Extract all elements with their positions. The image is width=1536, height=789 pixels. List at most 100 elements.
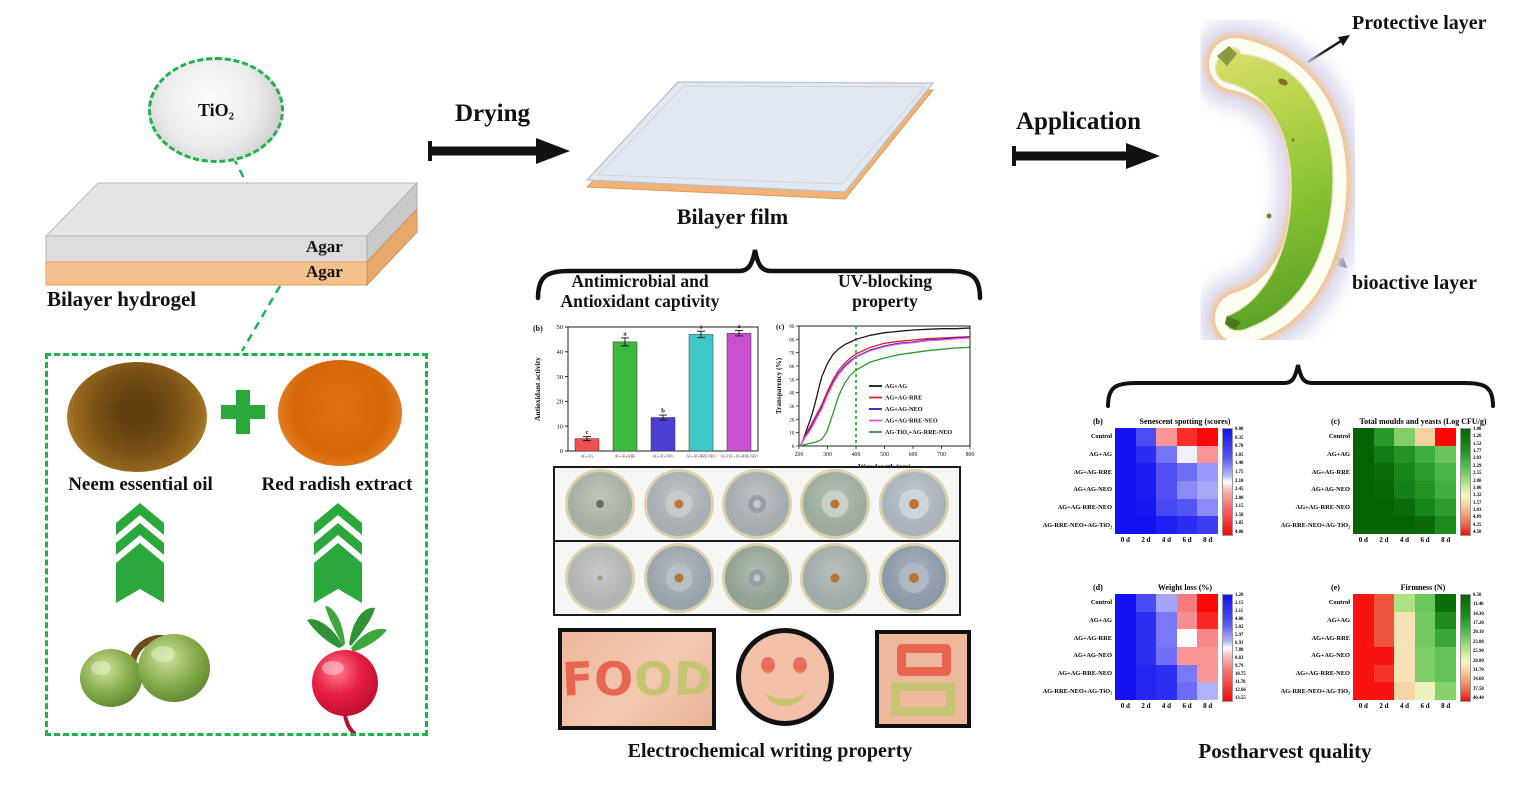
heatmap-cell <box>1373 611 1395 630</box>
ingredients-box <box>45 353 428 736</box>
colorbar-tick: 2.55 <box>1472 471 1482 477</box>
heatmap-row-label: AG+AG-RRE <box>1311 634 1350 642</box>
svg-text:0: 0 <box>792 444 795 450</box>
heatmap-col-label: 2 d <box>1141 536 1151 544</box>
colorbar-tick: 1.40 <box>1234 461 1244 467</box>
heatmap-row-label: AG+AG <box>1089 617 1112 625</box>
heatmap-cell <box>1115 463 1136 482</box>
heatmap-cell <box>1414 481 1436 499</box>
colorbar-tick: 2.29 <box>1472 463 1482 469</box>
heatmap-row-label: AG+AG-NEO <box>1311 652 1350 660</box>
dish-center-dot <box>674 573 684 583</box>
agar-bottom-label: Agar <box>306 262 343 281</box>
plus-icon <box>221 390 265 434</box>
radish-powder-photo <box>278 360 402 466</box>
heatmap-col-label: 4 d <box>1399 536 1410 544</box>
heatmap-cell <box>1353 629 1374 648</box>
colorbar-tick: 3.50 <box>1234 512 1244 518</box>
heatmap-col-label: 8 d <box>1203 536 1213 544</box>
colorbar-tick: 2.45 <box>1234 487 1244 493</box>
heatmap-cell <box>1176 647 1198 665</box>
heatmap-cell <box>1115 498 1136 517</box>
radish-image <box>307 606 387 733</box>
svg-text:700: 700 <box>937 452 946 458</box>
heatmap-cell <box>1353 498 1374 517</box>
colorbar-tick: 11.40 <box>1472 602 1484 608</box>
heatmap-cell <box>1435 611 1456 630</box>
radish-extract-label: Red radish extract <box>261 474 413 495</box>
bar-AG-TiO₂+AG-RRE-NEO <box>726 332 752 452</box>
heatmap-tag: (e) <box>1331 582 1340 592</box>
colorbar-tick: 1.00 <box>1472 427 1482 432</box>
heatmap-weightloss: (d) Weight loss (%) Control AG+AG AG+AG-RRE A… <box>1042 580 1261 722</box>
smiley-left-eye <box>761 657 775 673</box>
heatmap-tag: (b) <box>1093 416 1103 426</box>
svg-text:40: 40 <box>557 349 564 356</box>
heatmap-moulds: (c) Total moulds and yeasts (Log CFU/g) Co… <box>1281 414 1499 556</box>
dish-center-dot <box>830 573 840 583</box>
heatmap-title: Total moulds and yeasts (Log CFU/g) <box>1359 416 1487 426</box>
heatmap-row-label: Control <box>1090 599 1112 607</box>
heatmap-col-label: 0 d <box>1358 702 1368 710</box>
colorbar-tick: 8.83 <box>1234 656 1244 662</box>
svg-text:20: 20 <box>789 417 795 423</box>
heatmap-cell <box>1414 445 1436 464</box>
colorbar-tick: 3.83 <box>1472 507 1482 513</box>
heatmap-col-label: 2 d <box>1379 536 1389 544</box>
petri-dish <box>878 543 949 613</box>
heatmap-cell <box>1394 629 1415 648</box>
heatmap-cell <box>1414 498 1436 517</box>
heatmap-cell <box>1394 481 1415 499</box>
bilayer-film-image <box>585 81 935 200</box>
colorbar-tick: 6.93 <box>1234 640 1244 646</box>
heatmap-col-label: 0 d <box>1120 536 1130 544</box>
bilayer-hydrogel-image <box>44 181 419 287</box>
svg-text:AG+AG-RRE: AG+AG-RRE <box>885 395 922 402</box>
heatmap-cell <box>1197 445 1218 464</box>
heatmap-cell <box>1414 647 1436 665</box>
written-rect-top <box>897 644 951 676</box>
heatmap-row-label: AG-RRE-NEO+AG-TiO₂ <box>1042 687 1112 695</box>
heatmap-cell <box>1373 463 1395 482</box>
heatmap-cell <box>1435 481 1456 499</box>
heatmap-col-label: 0 d <box>1120 702 1130 710</box>
svg-text:40: 40 <box>789 391 795 397</box>
colorbar-tick: 1.77 <box>1472 449 1482 455</box>
heatmap-cell <box>1176 664 1198 683</box>
colorbar-tick: 3.11 <box>1234 608 1244 614</box>
svg-text:30: 30 <box>557 374 564 381</box>
bar-AG+AG-RRE-NEO <box>688 334 714 452</box>
heatmap-cell <box>1176 682 1198 701</box>
svg-text:AG+AG-RRE-NEO: AG+AG-RRE-NEO <box>885 418 938 425</box>
heatmap-cell <box>1373 481 1395 499</box>
tio2-label: TiO₂ <box>197 99 235 120</box>
colorbar-tick: 40.40 <box>1472 696 1484 701</box>
svg-text:60: 60 <box>789 364 795 370</box>
uv-caption-line2: property <box>852 290 918 311</box>
svg-text:600: 600 <box>909 452 918 458</box>
heatmap-cell <box>1156 481 1177 499</box>
banana-image <box>1191 20 1365 340</box>
smiley-smile <box>765 673 805 706</box>
heatmap-cell <box>1435 445 1456 464</box>
dish-center-dot <box>596 500 605 508</box>
heatmap-cell <box>1135 463 1157 482</box>
heatmap-cell <box>1435 629 1456 648</box>
heatmap-col-label: 6 d <box>1420 702 1430 710</box>
colorbar-tick: 4.06 <box>1234 616 1244 622</box>
heatmap-col-label: 2 d <box>1379 702 1389 710</box>
uv-series-AG+AG-NEO <box>798 336 971 447</box>
colorbar-tick: 4.00 <box>1234 530 1244 535</box>
heatmap-cell <box>1197 647 1218 665</box>
food-letter: F <box>560 651 595 707</box>
heatmap-cell <box>1435 498 1456 517</box>
colorbar-tick: 2.03 <box>1472 456 1482 462</box>
bioactive-layer-label: bioactive layer <box>1352 272 1477 294</box>
drying-arrow-icon <box>428 138 570 164</box>
colorbar-tick: 25.90 <box>1472 649 1484 655</box>
dish-center-dot <box>908 499 919 509</box>
neem-oil-label: Neem essential oil <box>68 474 213 495</box>
heatmap-row-label: AG+AG-RRE-NEO <box>1295 670 1350 678</box>
heatmap-row-label: AG+AG-RRE <box>1073 634 1112 642</box>
heatmap-row-label: AG+AG-NEO <box>1073 652 1112 660</box>
